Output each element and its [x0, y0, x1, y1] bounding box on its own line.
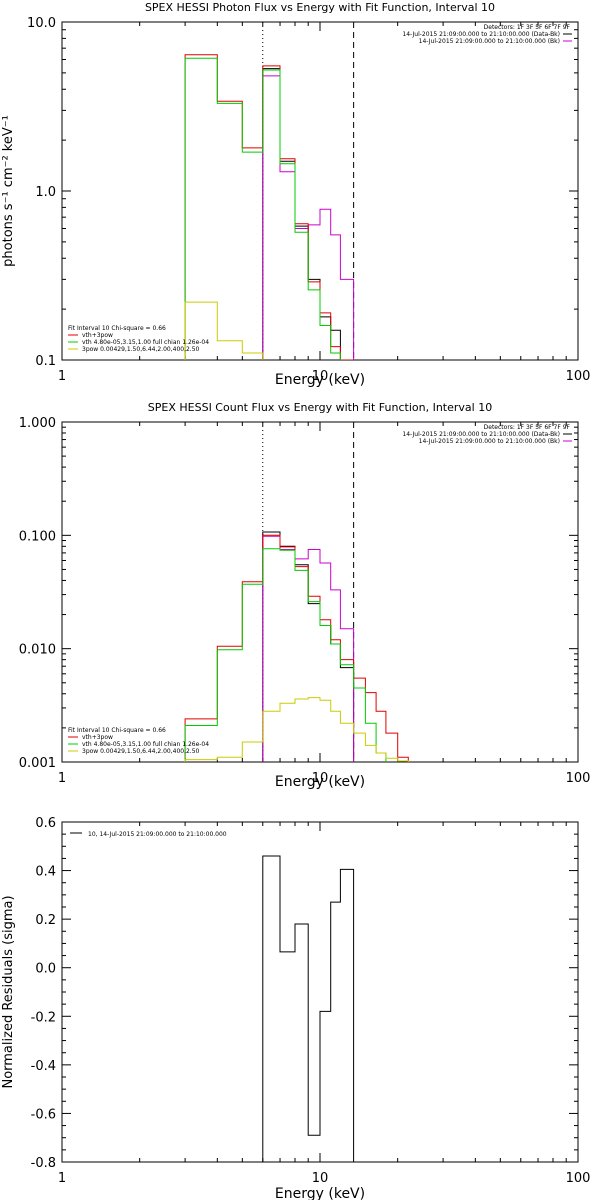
legend-label: 14-Jul-2015 21:09:00.000 to 21:10:00.000… — [419, 38, 560, 45]
x-tick-label: 100 — [566, 1171, 591, 1186]
plot-frame — [61, 421, 579, 763]
chart-title: SPEX HESSI Count Flux vs Energy with Fit… — [148, 401, 492, 414]
series-histogram-3 — [184, 534, 409, 762]
legend-detectors: Detectors: 1F 3F 5F 6F 7F 9F — [484, 424, 571, 431]
y-tick-label: 0.1 — [35, 354, 56, 369]
y-tick-label: 0.001 — [19, 756, 56, 771]
chart-panel-2: SPEX HESSI Count Flux vs Energy with Fit… — [19, 401, 591, 790]
x-tick-label: 100 — [566, 771, 591, 786]
x-tick-label: 1 — [58, 1171, 66, 1186]
y-tick-label: 1.000 — [19, 416, 56, 431]
legend-detectors: Detectors: 1F 3F 5F 6F 7F 9F — [484, 24, 571, 31]
legend-label: vth+3pow — [82, 734, 113, 741]
series-histogram-5 — [184, 697, 409, 762]
y-tick-label: 0.010 — [19, 643, 56, 658]
chart-panel-3: 1 10 100 Energy (keV) -0.8 -0.6 -0.4 -0.2 0.0 0.2… — [1, 816, 591, 1202]
legend-fit-interval: Fit Interval 10 Chi-square = 0.66 — [68, 727, 166, 734]
legend-label: 10, 14-Jul-2015 21:09:00.000 to 21:10:00… — [88, 831, 227, 838]
y-tick-label: 0.100 — [19, 529, 56, 544]
y-tick-label: -0.6 — [31, 1107, 56, 1122]
y-tick-label: 0.6 — [35, 816, 56, 831]
x-axis-label: Energy (keV) — [275, 1186, 365, 1200]
series-histogram-5 — [184, 301, 264, 360]
y-tick-label: -0.2 — [31, 1010, 56, 1025]
legend-label: 14-Jul-2015 21:09:00.000 to 21:10:00.000… — [402, 431, 560, 438]
series-histogram-3 — [184, 54, 355, 360]
x-tick-label: 10 — [312, 1171, 329, 1186]
series-group — [184, 54, 355, 360]
x-tick-label: 100 — [566, 369, 591, 384]
series-histogram-1 — [262, 855, 355, 1162]
chart-panel-1: SPEX HESSI Photon Flux vs Energy with Fi… — [1, 1, 591, 388]
series-group — [262, 855, 355, 1162]
y-tick-label: 10.0 — [27, 16, 56, 31]
legend-label: vth 4.80e-05,3.15,1.00 full chian 1.26e-… — [82, 741, 209, 748]
series-histogram-4 — [184, 57, 341, 360]
x-tick-label: 10 — [312, 369, 329, 384]
x-axis-label: Energy (keV) — [275, 774, 365, 790]
y-tick-label: 0.4 — [35, 865, 56, 880]
legend-label: 14-Jul-2015 21:09:00.000 to 21:10:00.000… — [402, 31, 560, 38]
legend-label: vth+3pow — [82, 332, 113, 339]
y-axis-label: Normalized Residuals (sigma) — [1, 895, 16, 1088]
y-tick-label: 0.0 — [35, 962, 56, 977]
legend-label: 14-Jul-2015 21:09:00.000 to 21:10:00.000… — [419, 438, 560, 445]
legend-fit-interval: Fit Interval 10 Chi-square = 0.66 — [68, 325, 166, 332]
y-axis-label: photons s⁻¹ cm⁻² keV⁻¹ — [1, 115, 16, 267]
legend-label: 3pow 0.00429,1.50,6.44,2.00,400,2.50 — [82, 346, 200, 353]
y-tick-label: 0.2 — [35, 913, 56, 928]
y-tick-label: -0.4 — [31, 1059, 56, 1074]
series-group — [184, 531, 409, 762]
y-tick-label: 1.0 — [35, 185, 56, 200]
chart-title: SPEX HESSI Photon Flux vs Energy with Fi… — [145, 1, 495, 14]
x-tick-label: 1 — [58, 369, 66, 384]
x-tick-label: 1 — [58, 771, 66, 786]
y-tick-label: -0.8 — [31, 1156, 56, 1171]
x-tick-label: 10 — [312, 771, 329, 786]
series-histogram-4 — [184, 548, 387, 762]
x-axis-label: Energy (keV) — [275, 372, 365, 388]
legend-label: vth 4.80e-05,3.15,1.00 full chian 1.26e-… — [82, 339, 209, 346]
legend-label: 3pow 0.00429,1.50,6.44,2.00,400,2.50 — [82, 748, 200, 755]
